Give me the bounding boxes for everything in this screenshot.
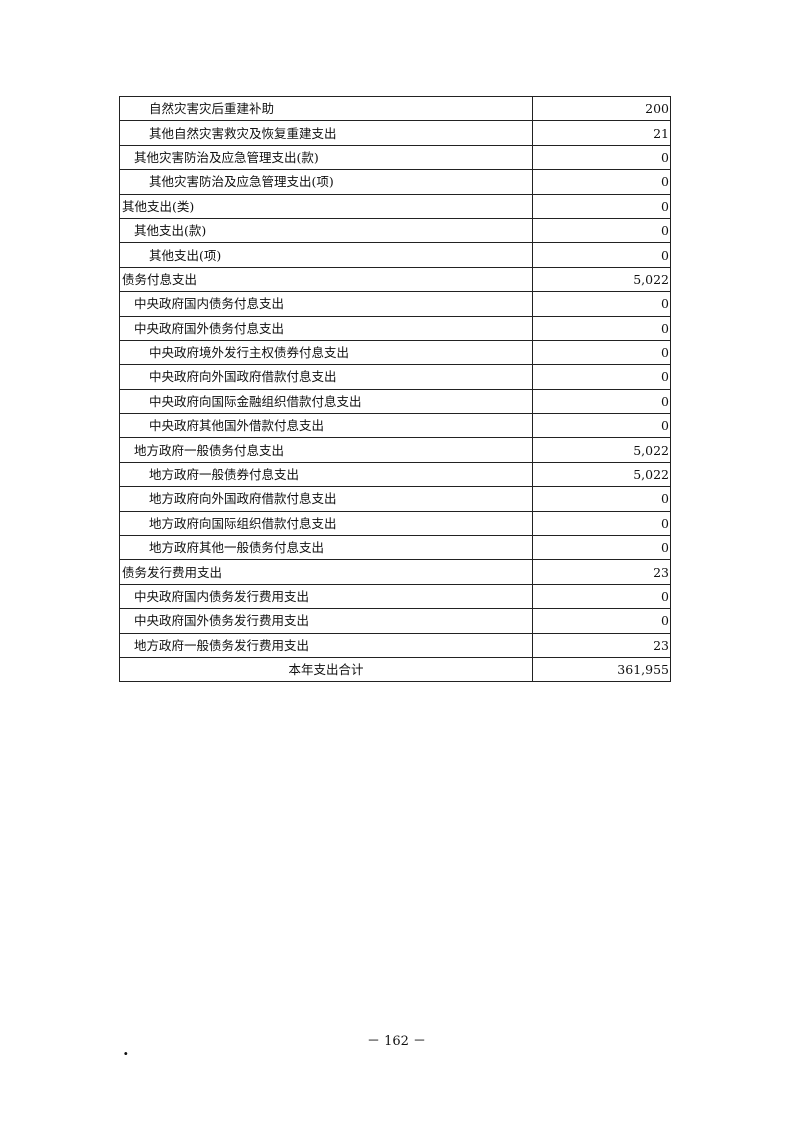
row-value: 0 xyxy=(532,413,671,439)
row-name: 地方政府一般债券付息支出 xyxy=(119,461,533,488)
table-row: 地方政府一般债务付息支出 5,022 xyxy=(119,437,671,463)
row-name: 中央政府国内债务付息支出 xyxy=(119,291,533,317)
row-value: 21 xyxy=(532,120,671,146)
row-name: 中央政府国外债务付息支出 xyxy=(119,315,533,341)
table-row: 地方政府向国际组织借款付息支出 0 xyxy=(119,510,671,537)
row-value: 200 xyxy=(532,95,671,122)
row-value: 0 xyxy=(532,339,671,366)
table-row: 其他支出(类) 0 xyxy=(119,193,671,219)
table-row: 其他自然灾害救灾及恢复重建支出 21 xyxy=(119,120,671,146)
row-value: 0 xyxy=(532,193,671,219)
row-value: 0 xyxy=(532,144,671,171)
row-value: 0 xyxy=(532,291,671,317)
total-row: 本年支出合计 361,955 xyxy=(119,656,671,683)
row-name: 中央政府国内债务发行费用支出 xyxy=(119,583,533,610)
row-value: 0 xyxy=(532,169,671,195)
table-row: 其他支出(款) 0 xyxy=(119,217,671,244)
table-row: 中央政府其他国外借款付息支出 0 xyxy=(119,413,671,439)
table-row: 地方政府向外国政府借款付息支出 0 xyxy=(119,486,671,512)
row-value: 0 xyxy=(532,242,671,268)
row-value: 0 xyxy=(532,364,671,390)
table-row: 中央政府境外发行主权债券付息支出 0 xyxy=(119,339,671,366)
row-name: 中央政府向国际金融组织借款付息支出 xyxy=(119,388,533,415)
row-name: 地方政府一般债务付息支出 xyxy=(119,437,533,463)
expenditure-table: 自然灾害灾后重建补助 200 其他自然灾害救灾及恢复重建支出 21 其他灾害防治及应急管… xyxy=(119,95,671,683)
row-name: 债务付息支出 xyxy=(119,266,533,293)
table-row: 自然灾害灾后重建补助 200 xyxy=(119,95,671,122)
row-name: 中央政府向外国政府借款付息支出 xyxy=(119,364,533,390)
row-name: 地方政府向国际组织借款付息支出 xyxy=(119,510,533,537)
row-name: 其他自然灾害救灾及恢复重建支出 xyxy=(119,120,533,146)
row-value: 5,022 xyxy=(532,437,671,463)
row-value: 0 xyxy=(532,608,671,634)
table-row: 中央政府国外债务付息支出 0 xyxy=(119,315,671,341)
row-name: 其他灾害防治及应急管理支出(项) xyxy=(119,169,533,195)
row-name: 中央政府境外发行主权债券付息支出 xyxy=(119,339,533,366)
table-row: 债务发行费用支出 23 xyxy=(119,559,671,585)
table-row: 其他灾害防治及应急管理支出(款) 0 xyxy=(119,144,671,171)
row-value: 5,022 xyxy=(532,266,671,293)
table-row: 地方政府其他一般债务付息支出 0 xyxy=(119,535,671,561)
row-name: 地方政府向外国政府借款付息支出 xyxy=(119,486,533,512)
row-value: 0 xyxy=(532,217,671,244)
row-name: 债务发行费用支出 xyxy=(119,559,533,585)
table-row: 地方政府一般债务发行费用支出 23 xyxy=(119,632,671,658)
row-value: 0 xyxy=(532,486,671,512)
footer-mark: . xyxy=(123,1040,129,1059)
row-value: 0 xyxy=(532,388,671,415)
total-value: 361,955 xyxy=(532,656,671,683)
table-row: 地方政府一般债券付息支出 5,022 xyxy=(119,461,671,488)
table-row: 中央政府国内债务发行费用支出 0 xyxy=(119,583,671,610)
row-value: 0 xyxy=(532,510,671,537)
row-value: 5,022 xyxy=(532,461,671,488)
table-row: 中央政府国外债务发行费用支出 0 xyxy=(119,608,671,634)
table-row: 其他灾害防治及应急管理支出(项) 0 xyxy=(119,169,671,195)
table-row: 债务付息支出 5,022 xyxy=(119,266,671,293)
row-value: 23 xyxy=(532,559,671,585)
page-number: － 162 － xyxy=(366,1034,427,1049)
row-name: 其他支出(款) xyxy=(119,217,533,244)
row-name: 地方政府其他一般债务付息支出 xyxy=(119,535,533,561)
row-value: 0 xyxy=(532,535,671,561)
row-name: 其他支出(类) xyxy=(119,193,533,219)
row-name: 地方政府一般债务发行费用支出 xyxy=(119,632,533,658)
row-name: 其他灾害防治及应急管理支出(款) xyxy=(119,144,533,171)
total-label: 本年支出合计 xyxy=(119,656,533,683)
row-value: 0 xyxy=(532,315,671,341)
table-row: 中央政府国内债务付息支出 0 xyxy=(119,291,671,317)
row-value: 23 xyxy=(532,632,671,658)
table-row: 中央政府向国际金融组织借款付息支出 0 xyxy=(119,388,671,415)
row-name: 自然灾害灾后重建补助 xyxy=(119,95,533,122)
row-name: 中央政府国外债务发行费用支出 xyxy=(119,608,533,634)
row-value: 0 xyxy=(532,583,671,610)
table-row: 中央政府向外国政府借款付息支出 0 xyxy=(119,364,671,390)
table-row: 其他支出(项) 0 xyxy=(119,242,671,268)
row-name: 其他支出(项) xyxy=(119,242,533,268)
row-name: 中央政府其他国外借款付息支出 xyxy=(119,413,533,439)
